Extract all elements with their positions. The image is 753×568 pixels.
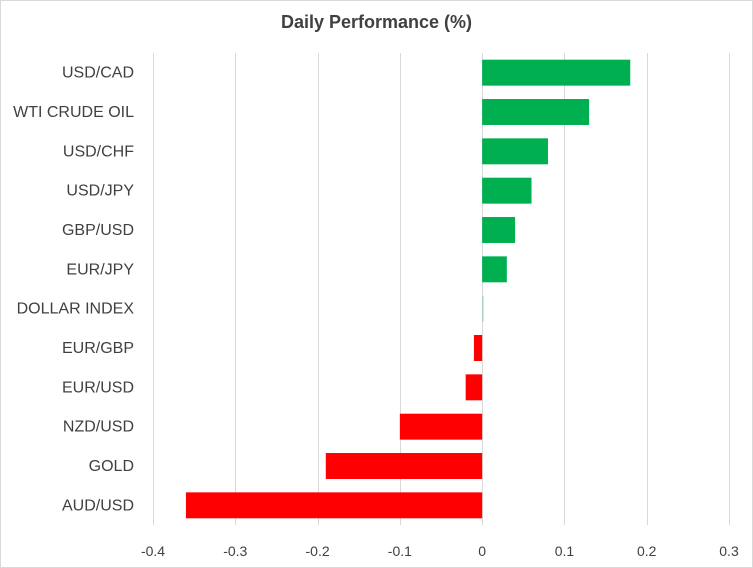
x-tick-label: 0.3: [719, 543, 739, 559]
category-label: USD/CAD: [62, 65, 134, 82]
x-tick-label: -0.1: [388, 543, 412, 559]
x-tick-label: 0: [478, 543, 486, 559]
grid-lines: [153, 53, 730, 525]
category-label: GBP/USD: [62, 222, 134, 239]
category-label: USD/CHF: [63, 143, 134, 160]
category-label: EUR/GBP: [62, 340, 134, 357]
bar: [473, 335, 483, 361]
x-tick-label: 0.2: [637, 543, 657, 559]
category-label: EUR/JPY: [66, 261, 134, 278]
category-label: USD/JPY: [66, 183, 134, 200]
bar: [482, 59, 631, 86]
x-tick-label: -0.2: [306, 543, 330, 559]
category-label: WTI CRUDE OIL: [13, 104, 134, 121]
x-tick-label: -0.3: [223, 543, 247, 559]
category-label: EUR/USD: [62, 379, 134, 396]
bar: [482, 256, 507, 283]
bar: [325, 453, 483, 479]
bar: [482, 295, 484, 322]
category-label: AUD/USD: [62, 497, 134, 514]
category-labels: USD/CAD WTI CRUDE OIL USD/CHF USD/JPY GBP/US…: [13, 65, 134, 515]
bar: [482, 217, 516, 243]
category-label: DOLLAR INDEX: [17, 301, 135, 318]
category-label: NZD/USD: [63, 419, 134, 436]
category-label: GOLD: [89, 458, 134, 475]
bar: [482, 177, 532, 204]
bar: [185, 492, 483, 519]
chart-title: Daily Performance (%): [280, 12, 473, 32]
bar: [465, 374, 483, 401]
bar: [482, 138, 548, 165]
bar: [399, 413, 483, 440]
bars: [185, 59, 631, 519]
x-tick-label: -0.4: [141, 543, 165, 559]
x-tick-labels: -0.4 -0.3 -0.2 -0.1 0 0.1 0.2 0.3: [141, 543, 739, 559]
bar: [482, 99, 590, 125]
x-tick-label: 0.1: [555, 543, 575, 559]
